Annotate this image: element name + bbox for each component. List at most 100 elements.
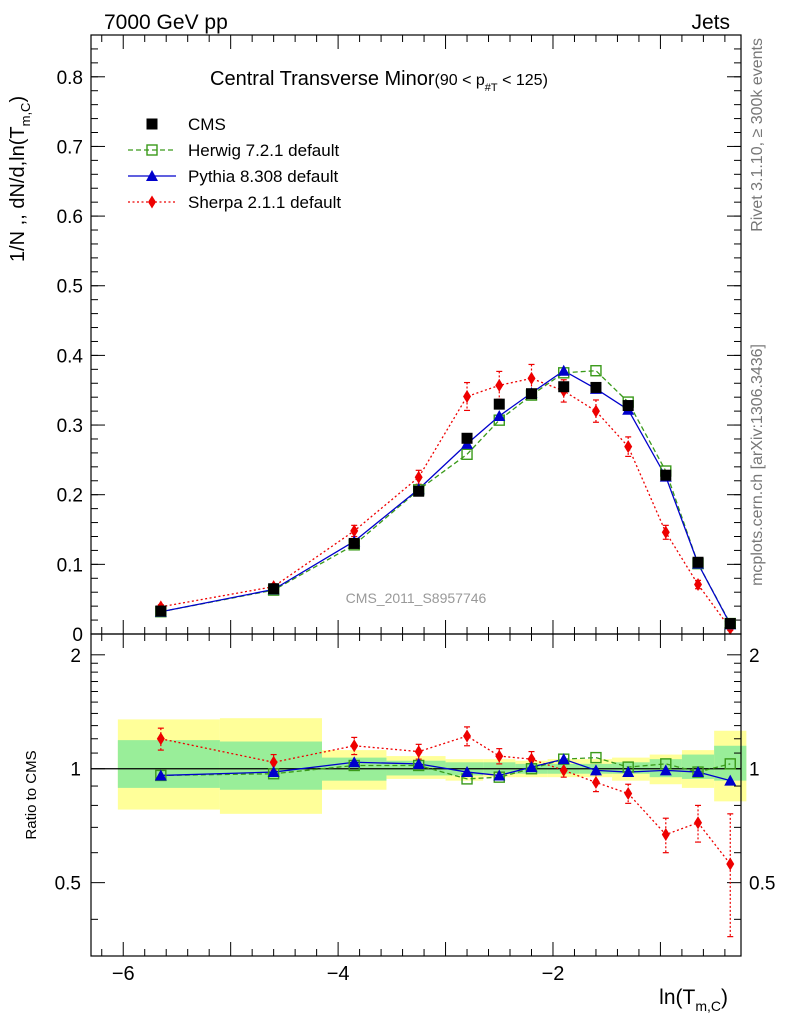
cms-point bbox=[525, 388, 537, 400]
sherpa-point bbox=[495, 378, 504, 392]
xtick-label: −2 bbox=[542, 963, 565, 985]
pythia-point bbox=[692, 766, 705, 778]
pythia-point bbox=[493, 769, 506, 781]
main-ylabel-text: 1/N ,, dN/d,ln(T bbox=[7, 126, 29, 262]
cms-point bbox=[268, 583, 280, 595]
pythia-point bbox=[525, 761, 538, 773]
main-title-end: < 125) bbox=[498, 72, 548, 89]
series-line bbox=[160, 369, 731, 625]
sherpa-point bbox=[624, 787, 633, 801]
cms-point bbox=[413, 485, 425, 497]
cms-point bbox=[155, 605, 167, 617]
sherpa-point bbox=[624, 440, 633, 454]
pythia-point bbox=[724, 774, 737, 786]
cms-point bbox=[558, 381, 570, 393]
main-ytick-label: 0.6 bbox=[57, 207, 83, 228]
sherpa-point bbox=[694, 578, 703, 592]
sherpa-point bbox=[726, 857, 735, 871]
ratio-ytick-label: 0.5 bbox=[55, 874, 81, 895]
main-ytick-label: 0.2 bbox=[57, 486, 83, 507]
sherpa-point bbox=[269, 755, 278, 769]
ratio-ytick-label-right: 1 bbox=[749, 760, 760, 781]
herwig-point bbox=[461, 448, 473, 460]
xlabel-end: ) bbox=[721, 986, 728, 1009]
cms-point bbox=[461, 432, 473, 444]
ratio-inner-band bbox=[117, 740, 220, 788]
main-ytick-label: 0 bbox=[72, 625, 83, 646]
sherpa-point bbox=[661, 828, 670, 842]
cms-point bbox=[692, 556, 704, 568]
ratio-inner-band bbox=[219, 741, 322, 790]
legend-marker bbox=[146, 144, 158, 156]
pythia-point bbox=[154, 769, 167, 781]
sherpa-point bbox=[156, 732, 165, 746]
pythia-point bbox=[267, 766, 280, 778]
pythia-point bbox=[412, 757, 425, 769]
xtick-label: −6 bbox=[112, 963, 135, 985]
cms-point bbox=[724, 618, 736, 630]
main-ytick-label: 0.1 bbox=[57, 555, 83, 576]
sherpa-point bbox=[559, 763, 568, 777]
herwig-point bbox=[590, 751, 602, 764]
sherpa-point bbox=[527, 371, 536, 385]
main-title-range: (90 < p bbox=[435, 72, 485, 89]
main-ytick-label: 0.5 bbox=[57, 277, 83, 298]
ratio-ytick-label: 1 bbox=[70, 760, 81, 781]
pythia-point bbox=[622, 766, 635, 778]
cms-point bbox=[493, 398, 505, 410]
ratio-ytick-label-right: 0.5 bbox=[749, 874, 775, 895]
pythia-point bbox=[659, 764, 672, 776]
ratio-panel-bands bbox=[117, 718, 747, 814]
main-ylabel-sub: m,C bbox=[18, 103, 33, 127]
sherpa-point bbox=[414, 745, 423, 759]
xlabel-sub: m,C bbox=[695, 998, 721, 1014]
sherpa-point bbox=[414, 470, 423, 484]
xlabel: ln(Tm,C) bbox=[659, 986, 728, 1014]
rivet-label: Rivet 3.1.10, ≥ 300k events bbox=[749, 38, 766, 232]
ratio-inner-band bbox=[612, 762, 650, 774]
sherpa-point bbox=[661, 525, 670, 539]
cms-point bbox=[622, 400, 634, 412]
legend-marker bbox=[146, 118, 158, 130]
pythia-point bbox=[493, 409, 506, 421]
sherpa-point bbox=[694, 816, 703, 830]
ratio-ytick-label: 2 bbox=[70, 646, 81, 667]
sherpa-point bbox=[350, 524, 359, 538]
pythia-point bbox=[557, 364, 570, 376]
pythia-point bbox=[557, 753, 570, 765]
sherpa-point bbox=[463, 389, 472, 403]
cms-point bbox=[348, 537, 360, 549]
main-ytick-label: 0.4 bbox=[57, 346, 84, 367]
herwig-point bbox=[590, 365, 602, 377]
mcplots-label: mcplots.cern.ch [arXiv:1306.3436] bbox=[749, 344, 766, 586]
legend-marker bbox=[146, 170, 158, 181]
ratio-ytick-label-right: 2 bbox=[749, 646, 760, 667]
main-panel-series bbox=[154, 363, 737, 635]
sherpa-point bbox=[527, 752, 536, 766]
pythia-point bbox=[461, 766, 474, 778]
legend-label: Pythia 8.308 default bbox=[188, 167, 339, 186]
legend-label: CMS bbox=[188, 115, 226, 134]
legend-marker bbox=[148, 195, 156, 209]
sherpa-point bbox=[495, 749, 504, 763]
main-title: Central Transverse Minor(90 < p#T < 125) bbox=[210, 68, 548, 94]
main-ytick-label: 0.7 bbox=[57, 137, 83, 158]
pythia-point bbox=[589, 764, 602, 776]
header-right: Jets bbox=[691, 11, 730, 34]
ratio-ylabel: Ratio to CMS bbox=[23, 750, 40, 839]
pythia-point bbox=[348, 756, 361, 768]
watermark: CMS_2011_S8957746 bbox=[346, 590, 487, 606]
main-panel-frame: 0 0.1 0.2 0.3 0.4 0.5 0.6 0.7 0.8 bbox=[57, 34, 742, 646]
main-ytick-label: 0.3 bbox=[57, 416, 83, 437]
xtick-label: −4 bbox=[327, 963, 350, 985]
xlabel-text: ln(T bbox=[659, 986, 695, 1009]
ratio-panel-series bbox=[154, 726, 737, 938]
main-ylabel: 1/N ,, dN/d,ln(Tm,C) bbox=[7, 96, 33, 262]
herwig-point bbox=[724, 758, 736, 770]
legend-label: Herwig 7.2.1 default bbox=[188, 141, 339, 160]
main-title-sub: #T bbox=[485, 82, 498, 94]
header-left: 7000 GeV pp bbox=[104, 11, 228, 34]
sherpa-point bbox=[463, 729, 472, 743]
cms-point bbox=[660, 469, 672, 481]
